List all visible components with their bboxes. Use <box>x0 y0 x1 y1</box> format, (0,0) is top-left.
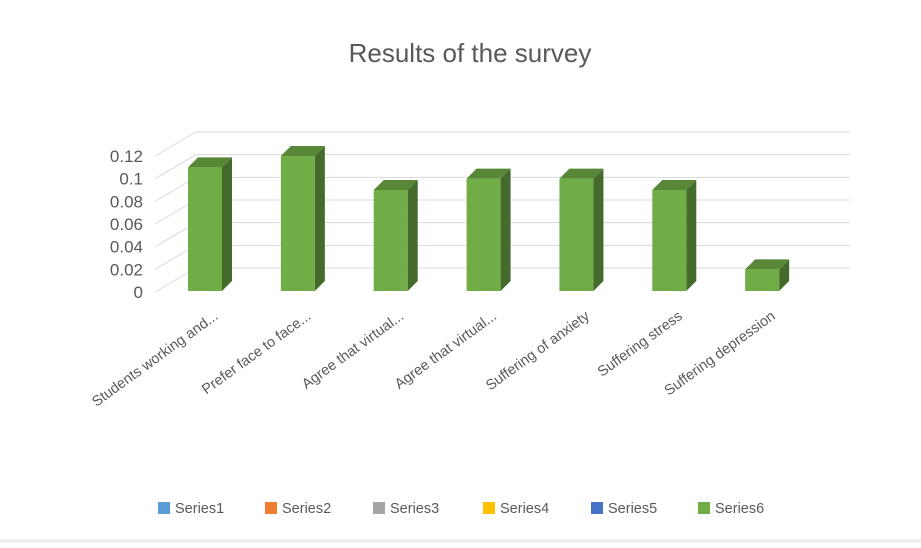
legend-label: Series6 <box>715 501 764 517</box>
legend-swatch <box>265 502 277 514</box>
legend-swatch <box>483 502 495 514</box>
legend-label: Series1 <box>175 501 224 517</box>
bar-front <box>559 178 594 291</box>
bar-front <box>466 178 501 291</box>
legend-item: Series6 <box>698 501 764 517</box>
bar-side <box>686 180 697 291</box>
legend: Series1 Series2 Series3 Series4 Series5 Serie… <box>158 501 764 517</box>
legend-label: Series4 <box>500 501 549 517</box>
y-tick-label: 0.04 <box>110 238 143 257</box>
bar <box>188 157 232 291</box>
y-tick-label: 0.12 <box>110 147 143 166</box>
legend-item: Series1 <box>158 501 224 517</box>
bar <box>652 180 697 291</box>
legend-item: Series2 <box>265 501 331 517</box>
legend-swatch <box>158 502 170 514</box>
y-tick-label: 0 <box>134 283 143 302</box>
legend-label: Series3 <box>390 501 439 517</box>
bar <box>745 259 790 291</box>
chart-title: Results of the survey <box>349 38 592 68</box>
bar-top <box>373 180 418 190</box>
bar-side <box>500 168 511 291</box>
gridline <box>154 131 850 157</box>
bar-side <box>222 157 232 291</box>
x-category-label: Students working and... <box>89 308 221 410</box>
bar <box>466 168 511 291</box>
bar-top <box>466 168 511 179</box>
bar-top <box>652 180 697 190</box>
bar-front <box>280 156 315 291</box>
bars <box>188 146 790 291</box>
bar-top <box>745 259 790 270</box>
legend-swatch <box>373 502 385 514</box>
bar-front <box>373 190 408 291</box>
bar-side <box>779 259 790 291</box>
x-category-label: Suffering of anxiety <box>483 308 593 394</box>
bar-side <box>314 146 325 291</box>
y-tick-label: 0.02 <box>110 260 143 279</box>
legend-item: Series3 <box>373 501 439 517</box>
bar <box>280 146 325 291</box>
y-tick-label: 0.06 <box>110 215 143 234</box>
bottom-divider <box>0 539 921 543</box>
bar-top <box>559 168 604 179</box>
bar <box>559 168 604 291</box>
bar <box>373 180 418 291</box>
y-tick-label: 0.1 <box>119 170 143 189</box>
bar-front <box>652 190 687 291</box>
bar-front <box>745 269 780 291</box>
legend-label: Series5 <box>608 501 657 517</box>
legend-swatch <box>591 502 603 514</box>
y-axis-tick-labels: 0 0.02 0.04 0.06 0.08 0.1 0.12 <box>110 147 143 302</box>
bar-top <box>188 157 232 168</box>
gridline <box>154 154 850 180</box>
bar-side <box>407 180 418 291</box>
x-category-label: Suffering stress <box>595 308 686 380</box>
bar-front <box>188 167 222 291</box>
legend-item: Series4 <box>483 501 549 517</box>
legend-label: Series2 <box>282 501 331 517</box>
bar-side <box>593 168 604 291</box>
x-axis-category-labels: Students working and...Prefer face to fa… <box>89 308 778 410</box>
legend-swatch <box>698 502 710 514</box>
y-tick-label: 0.08 <box>110 192 143 211</box>
bar-top <box>280 146 325 156</box>
x-category-label: Agree that virtual... <box>299 308 407 392</box>
legend-item: Series5 <box>591 501 657 517</box>
